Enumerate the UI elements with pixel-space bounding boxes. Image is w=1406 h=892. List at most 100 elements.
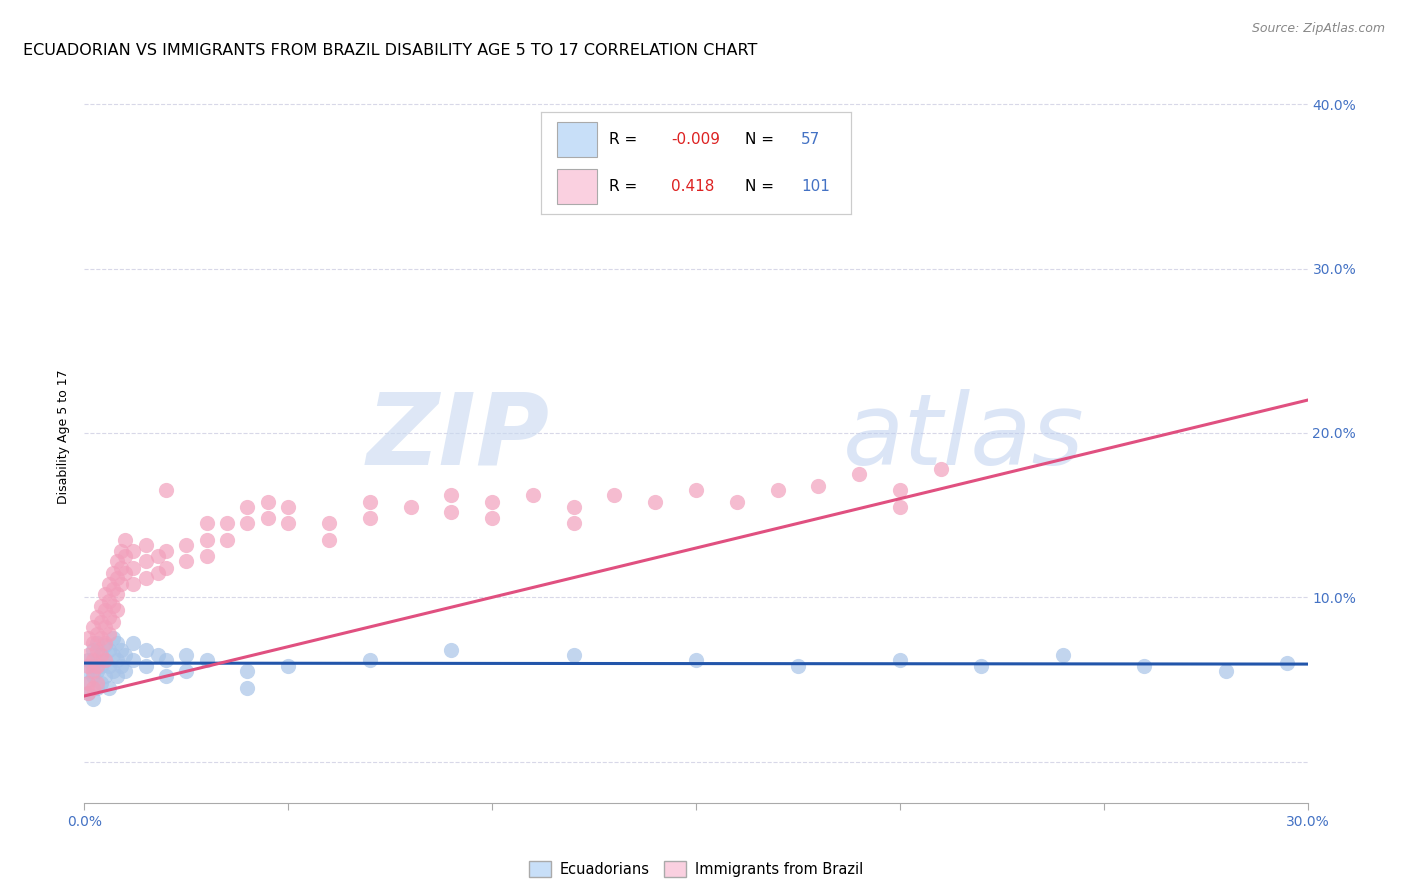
Point (101, 665, 124, 679)
Point (93, 587, 117, 601)
Point (86, 681, 108, 695)
Point (122, 577, 145, 591)
Point (97, 643, 120, 657)
Point (155, 483, 177, 498)
Point (90, 659, 112, 673)
Point (257, 495, 280, 509)
Text: atlas: atlas (842, 389, 1084, 485)
Point (101, 648, 124, 662)
Point (105, 636, 128, 650)
Point (105, 653, 128, 667)
Point (82, 620, 104, 634)
Legend: Ecuadorians, Immigrants from Brazil: Ecuadorians, Immigrants from Brazil (523, 855, 869, 883)
Point (155, 544, 177, 558)
Text: 57: 57 (801, 132, 820, 146)
Point (359, 495, 381, 509)
Point (77, 665, 100, 679)
Point (236, 665, 259, 679)
Point (889, 483, 911, 498)
Point (122, 544, 145, 558)
Point (277, 500, 299, 514)
Point (318, 533, 340, 547)
Point (110, 577, 132, 591)
Text: 0.418: 0.418 (671, 179, 714, 194)
Point (90, 648, 112, 662)
Point (97, 593, 120, 607)
Point (236, 500, 259, 514)
Point (481, 511, 503, 525)
Point (77, 632, 100, 646)
Point (97, 626, 120, 640)
Point (105, 571, 128, 585)
Point (1052, 648, 1074, 662)
Point (970, 659, 993, 673)
Y-axis label: Disability Age 5 to 17: Disability Age 5 to 17 (58, 370, 70, 504)
Point (105, 587, 128, 601)
Point (86, 675, 108, 690)
Point (97, 659, 120, 673)
Point (82, 659, 104, 673)
Point (135, 659, 157, 673)
Text: R =: R = (609, 132, 643, 146)
Point (174, 648, 197, 662)
Point (318, 516, 340, 531)
Point (77, 659, 100, 673)
Point (440, 505, 463, 519)
Point (77, 686, 100, 700)
Point (359, 653, 381, 667)
Point (82, 692, 104, 706)
Point (236, 516, 259, 531)
Point (101, 615, 124, 629)
Point (135, 643, 157, 657)
Point (440, 643, 463, 657)
Point (97, 610, 120, 624)
Point (82, 653, 104, 667)
Point (114, 648, 136, 662)
Point (93, 620, 117, 634)
Point (685, 483, 707, 498)
Point (86, 643, 108, 657)
Point (93, 653, 117, 667)
Bar (557, 122, 598, 157)
Point (82, 665, 104, 679)
Point (440, 488, 463, 502)
Point (1215, 665, 1237, 679)
Point (135, 554, 157, 568)
Point (90, 599, 112, 613)
Point (82, 669, 104, 683)
Point (86, 636, 108, 650)
Point (101, 566, 124, 580)
Point (174, 554, 197, 568)
Point (90, 615, 112, 629)
Point (277, 659, 299, 673)
Point (122, 653, 145, 667)
Point (110, 659, 132, 673)
Text: ZIP: ZIP (366, 389, 550, 485)
Text: -0.009: -0.009 (671, 132, 720, 146)
Point (929, 462, 952, 476)
Point (889, 653, 911, 667)
Point (77, 675, 100, 690)
Point (101, 582, 124, 596)
Point (562, 516, 585, 531)
Point (1277, 656, 1299, 670)
Text: N =: N = (745, 132, 779, 146)
Point (110, 560, 132, 574)
Point (522, 488, 544, 502)
Point (889, 500, 911, 514)
Text: N =: N = (745, 179, 779, 194)
Text: R =: R = (609, 179, 643, 194)
Point (93, 653, 117, 667)
Point (82, 681, 104, 695)
Point (110, 643, 132, 657)
Point (90, 648, 112, 662)
Point (155, 669, 177, 683)
Point (135, 538, 157, 552)
Point (114, 549, 136, 564)
Point (725, 495, 748, 509)
Point (77, 648, 100, 662)
Text: 101: 101 (801, 179, 830, 194)
Point (848, 467, 870, 481)
Point (101, 632, 124, 646)
Point (155, 653, 177, 667)
